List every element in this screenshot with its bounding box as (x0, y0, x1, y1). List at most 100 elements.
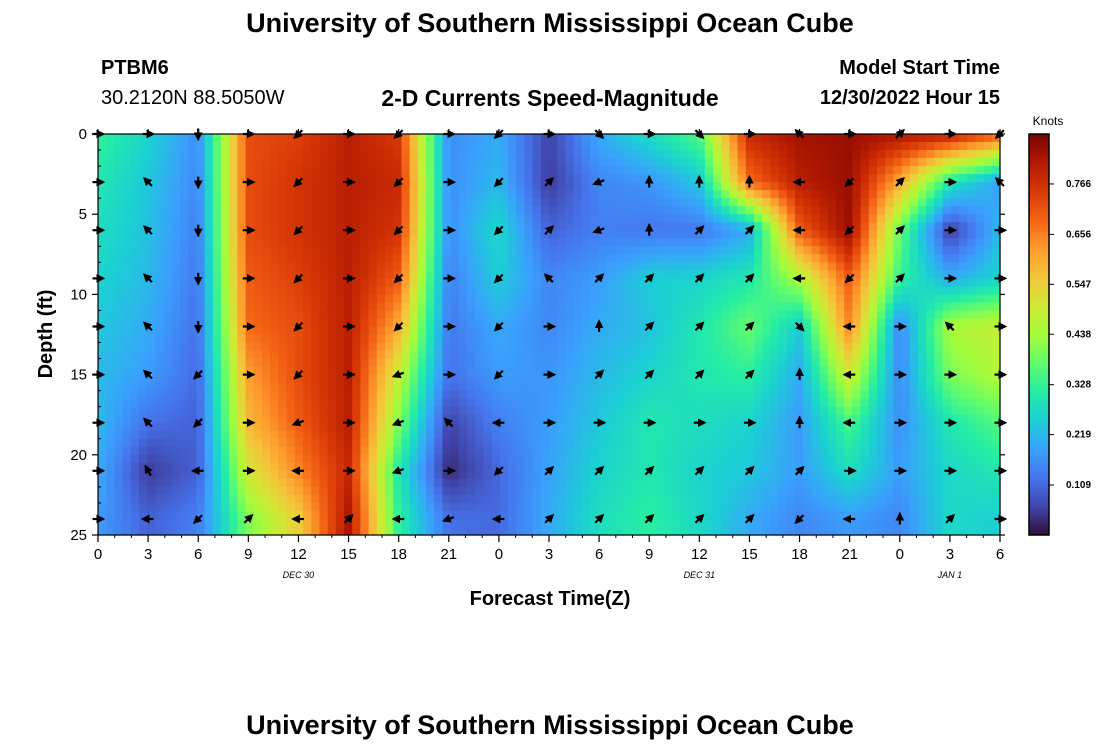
heatmap-cell (417, 254, 427, 263)
heatmap-cell (442, 318, 452, 328)
heatmap-cell (385, 486, 394, 496)
heatmap-cell (540, 366, 550, 376)
heatmap-cell (270, 262, 279, 271)
heatmap-cell (278, 438, 288, 448)
heatmap-cell (434, 366, 443, 376)
heatmap-cell (139, 438, 148, 448)
heatmap-cell (229, 214, 238, 223)
heatmap-cell (737, 390, 747, 400)
heatmap-cell (393, 374, 402, 384)
heatmap-cell (614, 190, 624, 199)
heatmap-cell (827, 158, 837, 167)
heatmap-cell (737, 310, 747, 320)
heatmap-cell (426, 366, 435, 376)
heatmap-cell (286, 334, 296, 344)
heatmap-cell (663, 278, 673, 287)
heatmap-cell (540, 350, 550, 360)
heatmap-cell (827, 174, 837, 183)
heatmap-cell (344, 262, 353, 271)
heatmap-cell (270, 478, 279, 488)
heatmap-cell (827, 342, 837, 352)
heatmap-cell (909, 318, 919, 328)
heatmap-cell (770, 350, 780, 360)
heatmap-cell (901, 182, 911, 191)
heatmap-cell (122, 302, 132, 312)
heatmap-cell (212, 422, 222, 432)
heatmap-cell (253, 222, 263, 231)
heatmap-cell (573, 486, 583, 496)
heatmap-cell (983, 486, 993, 496)
heatmap-cell (647, 182, 657, 191)
heatmap-cell (376, 270, 386, 279)
heatmap-cell (844, 150, 853, 159)
heatmap-cell (631, 246, 640, 255)
heatmap-cell (245, 150, 255, 159)
heatmap-cell (778, 318, 788, 328)
heatmap-cell (237, 262, 247, 271)
heatmap-cell (827, 190, 837, 199)
heatmap-cell (524, 198, 534, 207)
heatmap-cell (655, 366, 665, 376)
heatmap-cell (499, 414, 509, 424)
heatmap-cell (631, 310, 640, 320)
heatmap-cell (458, 134, 468, 143)
heatmap-cell (639, 390, 648, 400)
heatmap-cell (614, 246, 624, 255)
heatmap-cell (467, 214, 476, 223)
heatmap-cell (959, 350, 968, 360)
heatmap-cell (762, 230, 771, 239)
heatmap-cell (409, 366, 419, 376)
heatmap-cell (934, 222, 944, 231)
heatmap-cell (278, 462, 288, 472)
heatmap-cell (442, 334, 452, 344)
heatmap-cell (253, 470, 263, 480)
heatmap-cell (901, 150, 911, 159)
heatmap-cell (524, 350, 534, 360)
heatmap-cell (844, 406, 853, 416)
heatmap-cell (458, 406, 468, 416)
heatmap-cell (352, 358, 361, 368)
heatmap-cell (393, 334, 402, 344)
heatmap-cell (130, 174, 140, 183)
heatmap-cell (253, 142, 263, 151)
heatmap-cell (409, 174, 419, 183)
heatmap-cell (122, 246, 132, 255)
heatmap-cell (442, 374, 452, 384)
heatmap-cell (540, 438, 550, 448)
heatmap-cell (442, 390, 452, 400)
heatmap-cell (721, 374, 730, 384)
heatmap-cell (934, 158, 944, 167)
heatmap-cell (581, 302, 591, 312)
heatmap-cell (516, 478, 525, 488)
heatmap-cell (688, 166, 698, 175)
heatmap-cell (122, 150, 132, 159)
heatmap-cell (434, 230, 443, 239)
heatmap-cell (622, 334, 632, 344)
heatmap-cell (598, 246, 607, 255)
heatmap-cell (426, 382, 435, 392)
heatmap-cell (663, 286, 673, 295)
heatmap-cell (155, 406, 165, 416)
heatmap-cell (713, 230, 722, 239)
heatmap-cell (327, 238, 337, 247)
heatmap-cell (836, 422, 845, 432)
heatmap-cell (565, 254, 575, 263)
heatmap-cell (204, 414, 214, 424)
heatmap-cell (98, 230, 107, 239)
heatmap-cell (975, 294, 985, 304)
heatmap-cell (417, 230, 427, 239)
heatmap-cell (221, 166, 230, 175)
heatmap-cell (713, 430, 722, 440)
heatmap-cell (409, 198, 419, 207)
heatmap-cell (926, 382, 935, 392)
heatmap-cell (942, 374, 952, 384)
heatmap-cell (721, 262, 730, 271)
heatmap-cell (360, 198, 370, 207)
heatmap-cell (549, 166, 558, 175)
heatmap-cell (491, 398, 501, 408)
heatmap-cell (483, 382, 493, 392)
heatmap-cell (122, 318, 132, 328)
heatmap-cell (737, 446, 747, 456)
heatmap-cell (426, 430, 435, 440)
heatmap-cell (950, 302, 960, 312)
